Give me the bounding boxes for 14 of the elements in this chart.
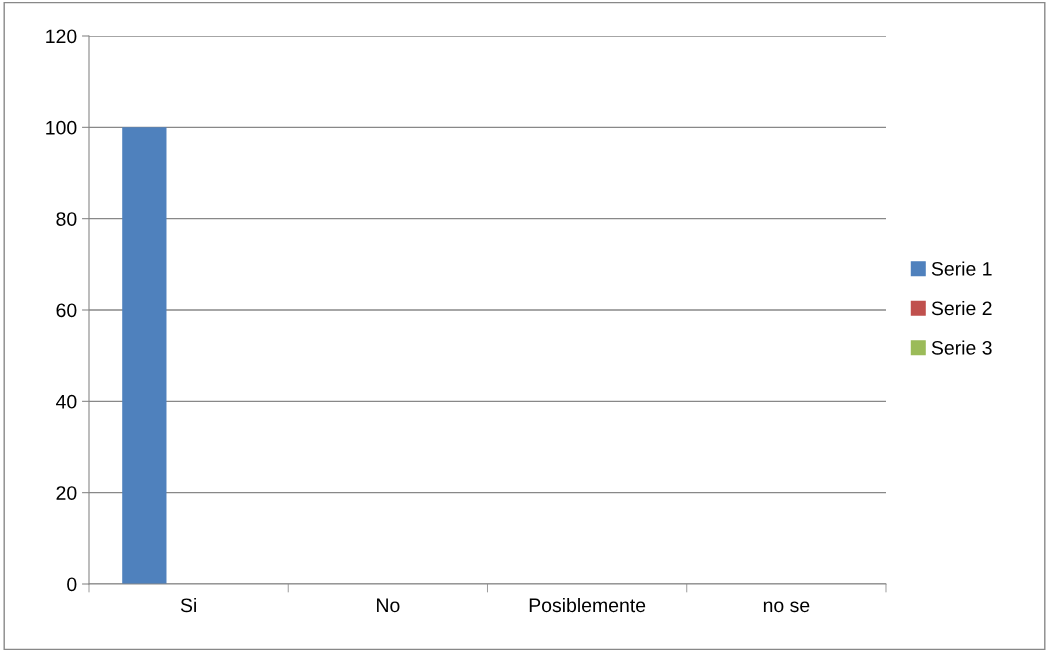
x-tick-label: Posiblemente bbox=[529, 597, 646, 613]
y-tick-label: 80 bbox=[56, 212, 77, 226]
x-tick-label: No bbox=[377, 598, 400, 613]
y-tick-label: 120 bbox=[46, 29, 77, 44]
y-tick-label: 60 bbox=[56, 303, 77, 318]
y-tick-label: 100 bbox=[46, 120, 77, 135]
legend-label: Serie 2 bbox=[931, 300, 992, 316]
y-tick-label: 20 bbox=[56, 486, 77, 500]
y-tick-label: 0 bbox=[67, 577, 77, 592]
y-tick-label: 40 bbox=[56, 394, 77, 409]
x-tick-label: Si bbox=[180, 597, 196, 613]
legend-label: Serie 3 bbox=[931, 340, 992, 355]
legend-label: Serie 1 bbox=[931, 261, 992, 276]
x-tick-label: no se bbox=[763, 601, 810, 613]
